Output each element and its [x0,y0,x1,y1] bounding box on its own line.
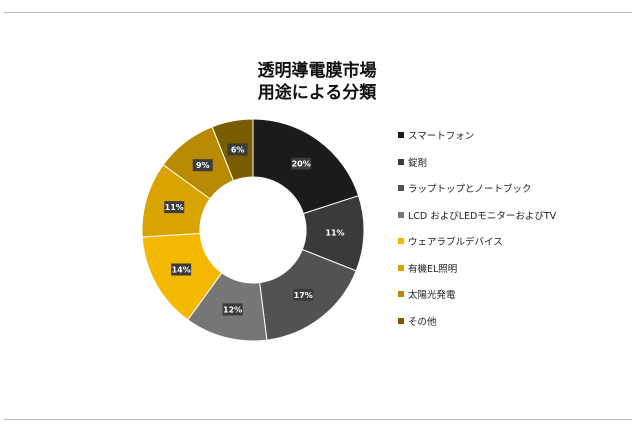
legend-item-4: LCD およびLEDモニターおよびTV [398,208,556,222]
chart-title: 透明導電膜市場 用途による分類 [222,60,412,104]
legend-swatch [398,317,404,324]
chart-title-line-2: 用途による分類 [257,83,377,103]
data-label-text: 12% [223,305,242,314]
legend-swatch [398,211,404,218]
legend-swatch [398,238,404,244]
data-label-box [222,303,243,316]
data-label-text: 20% [292,160,311,169]
data-label-box [293,288,314,301]
legend-item-5: ウェアラブルデバイス [398,234,503,248]
data-label-box [227,143,248,156]
data-label-box [171,263,192,276]
data-label-text: 17% [294,291,313,300]
legend-label: その他 [408,316,437,328]
legend-item-8: その他 [398,314,437,328]
data-label-box [324,226,345,239]
legend-label: スマートフォン [408,131,475,142]
data-label-4: 12% [222,303,243,316]
legend-item-2: 錠剤 [398,155,427,169]
legend-label: ラップトップとノートブック [408,184,532,195]
data-label-text: 14% [172,266,191,275]
data-label-text: 9% [196,161,210,170]
data-label-7: 9% [192,159,213,172]
legend-item-1: スマートフォン [398,128,474,142]
legend-swatch [398,264,404,271]
data-label-5: 14% [171,263,192,276]
data-label-text: 11% [325,229,344,238]
legend-swatch [398,185,404,191]
data-label-1: 20% [291,157,312,170]
legend-swatch [398,158,404,165]
legend-label: 有機EL照明 [408,263,458,275]
data-label-3: 17% [293,288,314,301]
data-label-8: 6% [227,143,248,156]
legend-label: LCD およびLEDモニターおよびTV [408,210,557,222]
chart-title-line-1: 透明導電膜市場 [257,61,377,81]
data-label-6: 11% [164,201,185,214]
legend-swatch [398,291,404,297]
data-label-box [164,201,185,214]
bottom-divider [4,419,632,420]
data-label-text: 11% [165,203,184,212]
top-divider [4,12,632,13]
data-label-2: 11% [324,226,345,239]
legend-swatch [398,132,404,138]
data-label-box [291,157,312,170]
legend-label: 太陽光発電 [408,290,456,301]
data-label-text: 6% [231,145,245,154]
data-label-box [192,159,213,172]
legend-item-3: ラップトップとノートブック [398,181,532,195]
legend-item-7: 太陽光発電 [398,287,456,301]
legend-label: 錠剤 [408,157,428,169]
legend-item-6: 有機EL照明 [398,261,457,275]
legend-label: ウェアラブルデバイス [408,237,503,248]
